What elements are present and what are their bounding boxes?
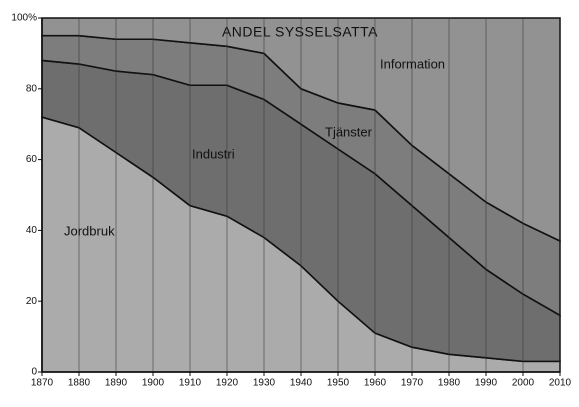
x-tick-label: 1980: [438, 378, 461, 389]
y-tick-label: 80: [26, 83, 38, 94]
x-tick-label: 1870: [31, 378, 54, 389]
x-tick-label: 2010: [549, 378, 572, 389]
series-label: Tjänster: [325, 124, 373, 139]
chart-title: ANDEL SYSSELSATTA: [222, 24, 378, 40]
x-tick-label: 1930: [253, 378, 276, 389]
y-tick-label: 0: [31, 367, 37, 378]
y-tick-label: 20: [26, 296, 38, 307]
y-tick-label: 40: [26, 225, 38, 236]
series-label: Industri: [192, 146, 235, 161]
x-tick-label: 1940: [290, 378, 313, 389]
y-tick-label: 100%: [11, 13, 37, 24]
series-label: Information: [380, 56, 445, 71]
x-tick-label: 1910: [179, 378, 202, 389]
x-tick-label: 2000: [512, 378, 535, 389]
x-tick-label: 1990: [475, 378, 498, 389]
x-tick-label: 1890: [105, 378, 128, 389]
x-tick-label: 1920: [216, 378, 239, 389]
x-tick-label: 1970: [401, 378, 424, 389]
y-tick-label: 60: [26, 154, 38, 165]
x-tick-label: 1900: [142, 378, 165, 389]
series-label: Jordbruk: [64, 223, 115, 238]
x-tick-label: 1960: [364, 378, 387, 389]
x-tick-label: 1950: [327, 378, 350, 389]
x-tick-label: 1880: [68, 378, 91, 389]
